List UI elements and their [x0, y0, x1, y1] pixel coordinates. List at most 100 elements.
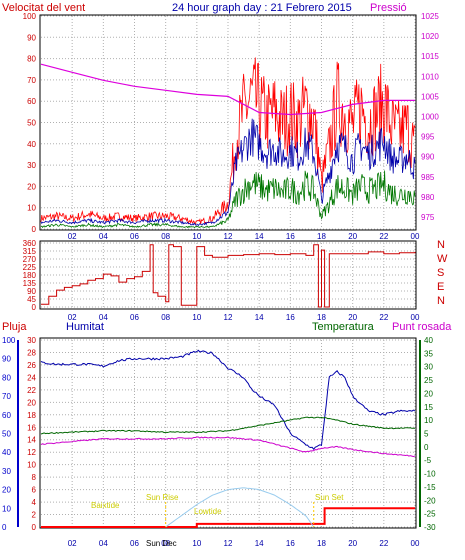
- y-tick-wind-50: 50: [27, 119, 36, 128]
- y-tick-rain-30: 30: [27, 336, 36, 345]
- sundec-label: Sun Dec: [146, 539, 177, 548]
- y-tick-rain-20: 20: [27, 398, 36, 407]
- y-tick-pressure-1025: 1025: [421, 12, 439, 21]
- compass-4-N: N: [437, 295, 445, 307]
- y-tick-pressure-985: 985: [421, 173, 435, 182]
- y-tick-humidity-40: 40: [2, 448, 11, 457]
- x-tick-clim-18: 18: [317, 539, 326, 548]
- y-tick-rain-22: 22: [27, 386, 36, 395]
- direction-panel-frame: [39, 240, 417, 310]
- x-tick-wind-18: 18: [317, 232, 326, 241]
- x-tick-clim-12: 12: [224, 539, 233, 548]
- y-tick-wind-10: 10: [27, 204, 36, 213]
- lowtide-label-2: Lowtide: [194, 507, 222, 516]
- series-wind-pressure: [40, 63, 415, 116]
- y-tick-rain-26: 26: [27, 361, 36, 370]
- series-wind-gust: [40, 57, 416, 226]
- series-direction: [41, 244, 416, 308]
- y-tick-wind-60: 60: [27, 97, 36, 106]
- x-tick-dir-22: 22: [379, 313, 388, 322]
- x-tick-wind-04: 04: [99, 232, 108, 241]
- x-tick-dir-04: 04: [99, 313, 108, 322]
- y-tick-temp--25: -25: [424, 510, 436, 519]
- graph-title: 24 hour graph day : 21 Febrero 2015: [172, 2, 352, 14]
- y-tick-temp-15: 15: [424, 403, 433, 412]
- series-rain: [41, 507, 415, 528]
- y-tick-wind-30: 30: [27, 161, 36, 170]
- y-tick-dir-270: 270: [23, 255, 37, 264]
- y-tick-rain-16: 16: [27, 423, 36, 432]
- x-tick-dir-14: 14: [255, 313, 264, 322]
- y-tick-rain-28: 28: [27, 348, 36, 357]
- y-tick-pressure-1020: 1020: [421, 32, 439, 41]
- y-tick-temp--10: -10: [424, 470, 436, 479]
- y-tick-humidity-20: 20: [2, 486, 11, 495]
- y-tick-wind-20: 20: [27, 182, 36, 191]
- y-tick-rain-0: 0: [32, 523, 37, 532]
- y-tick-temp-30: 30: [424, 363, 433, 372]
- compass-0-N: N: [437, 239, 445, 251]
- x-tick-dir-00: 00: [411, 313, 420, 322]
- sunrise-label: Sun Rise: [146, 493, 179, 502]
- x-tick-wind-20: 20: [348, 232, 357, 241]
- y-tick-pressure-1000: 1000: [421, 112, 439, 121]
- series-wind-low: [40, 170, 416, 229]
- y-tick-pressure-975: 975: [421, 213, 435, 222]
- y-tick-humidity-0: 0: [2, 523, 7, 532]
- x-tick-dir-18: 18: [317, 313, 326, 322]
- y-tick-wind-0: 0: [32, 225, 37, 234]
- y-tick-temp-0: 0: [424, 443, 429, 452]
- x-tick-dir-16: 16: [286, 313, 295, 322]
- compass-1-W: W: [437, 253, 448, 265]
- y-tick-humidity-70: 70: [2, 392, 11, 401]
- y-tick-pressure-1015: 1015: [421, 52, 439, 61]
- y-tick-wind-80: 80: [27, 55, 36, 64]
- compass-3-E: E: [437, 281, 444, 293]
- x-tick-clim-00: 00: [411, 539, 420, 548]
- temperature-label: Temperatura: [312, 321, 375, 333]
- series-temperature: [40, 416, 416, 435]
- series-layer: [40, 57, 416, 528]
- x-tick-wind-06: 06: [130, 232, 139, 241]
- y-tick-temp--5: -5: [424, 456, 432, 465]
- pressure-label: Pressió: [370, 2, 407, 14]
- y-tick-temp-35: 35: [424, 349, 433, 358]
- y-tick-wind-90: 90: [27, 33, 36, 42]
- x-tick-clim-22: 22: [379, 539, 388, 548]
- x-tick-wind-08: 08: [161, 232, 170, 241]
- x-tick-wind-00: 00: [411, 232, 420, 241]
- series-solar: [165, 487, 315, 528]
- climate-panel-frame: [39, 337, 417, 529]
- x-tick-dir-12: 12: [224, 313, 233, 322]
- compass-2-S: S: [437, 267, 444, 279]
- y-tick-humidity-90: 90: [2, 355, 11, 364]
- sunset-label: Sun Set: [315, 493, 344, 502]
- series-humidity: [40, 349, 416, 450]
- series-dewpoint: [40, 436, 416, 458]
- x-tick-clim-16: 16: [286, 539, 295, 548]
- x-tick-wind-12: 12: [224, 232, 233, 241]
- wind-panel-frame: [39, 14, 417, 231]
- y-tick-dir-180: 180: [23, 271, 37, 280]
- y-tick-dir-225: 225: [23, 263, 37, 272]
- lowtide-label-1: Baixtide: [91, 501, 120, 510]
- y-tick-dir-315: 315: [23, 247, 37, 256]
- y-tick-humidity-80: 80: [2, 373, 11, 382]
- x-tick-dir-08: 08: [161, 313, 170, 322]
- y-tick-temp--15: -15: [424, 483, 436, 492]
- y-tick-rain-6: 6: [32, 486, 37, 495]
- x-tick-clim-10: 10: [192, 539, 201, 548]
- y-tick-temp--30: -30: [424, 523, 436, 532]
- x-tick-wind-10: 10: [192, 232, 201, 241]
- y-tick-pressure-1010: 1010: [421, 72, 439, 81]
- y-tick-temp-25: 25: [424, 376, 433, 385]
- x-tick-dir-10: 10: [192, 313, 201, 322]
- x-tick-dir-06: 06: [130, 313, 139, 322]
- humidity-label: Humitat: [66, 321, 104, 333]
- series-wind-average: [40, 118, 416, 227]
- y-tick-humidity-10: 10: [2, 504, 11, 513]
